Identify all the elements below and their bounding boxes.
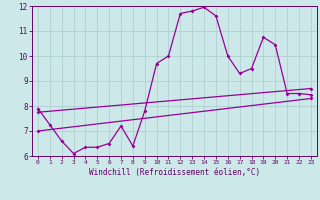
- X-axis label: Windchill (Refroidissement éolien,°C): Windchill (Refroidissement éolien,°C): [89, 168, 260, 177]
